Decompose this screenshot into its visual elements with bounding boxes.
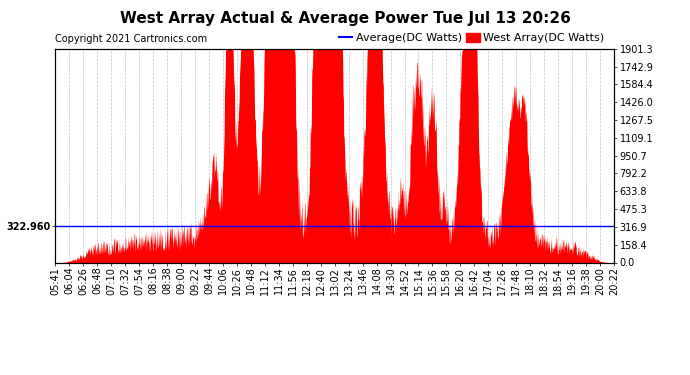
Legend: Average(DC Watts), West Array(DC Watts): Average(DC Watts), West Array(DC Watts): [335, 28, 609, 48]
Text: Copyright 2021 Cartronics.com: Copyright 2021 Cartronics.com: [55, 34, 207, 44]
Text: West Array Actual & Average Power Tue Jul 13 20:26: West Array Actual & Average Power Tue Ju…: [119, 11, 571, 26]
